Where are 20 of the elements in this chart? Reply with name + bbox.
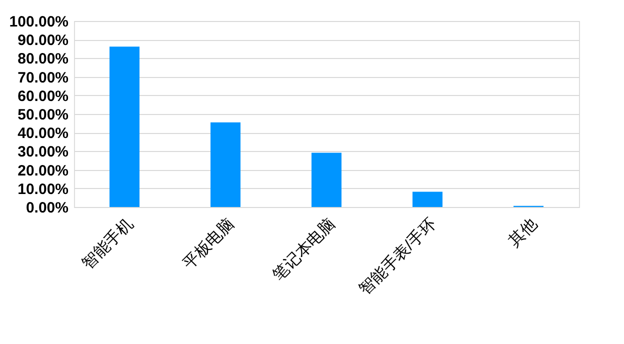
x-tick-label: 笔记本电脑 (269, 214, 339, 284)
y-tick-label: 90.00% (18, 32, 68, 50)
y-tick-label: 20.00% (18, 162, 68, 180)
y-tick-label: 70.00% (18, 69, 68, 86)
y-tick-label: 40.00% (18, 125, 68, 142)
bar (110, 46, 140, 207)
y-tick-label: 100.00% (9, 14, 68, 30)
bar (412, 192, 442, 207)
y-tick-label: 30.00% (18, 144, 68, 161)
bar (312, 152, 342, 207)
x-tick-label: 平板电脑 (180, 214, 238, 273)
x-tick-label: 其他 (505, 214, 541, 250)
x-tick-label: 智能手表/手环 (356, 214, 440, 299)
y-tick-label: 50.00% (18, 106, 68, 124)
y-tick-label: 10.00% (18, 180, 68, 198)
bar (210, 122, 240, 207)
y-tick-label: 0.00% (26, 200, 68, 216)
y-tick-label: 60.00% (18, 88, 68, 105)
x-tick-label: 智能手机 (78, 214, 137, 273)
y-tick-label: 80.00% (18, 50, 68, 68)
